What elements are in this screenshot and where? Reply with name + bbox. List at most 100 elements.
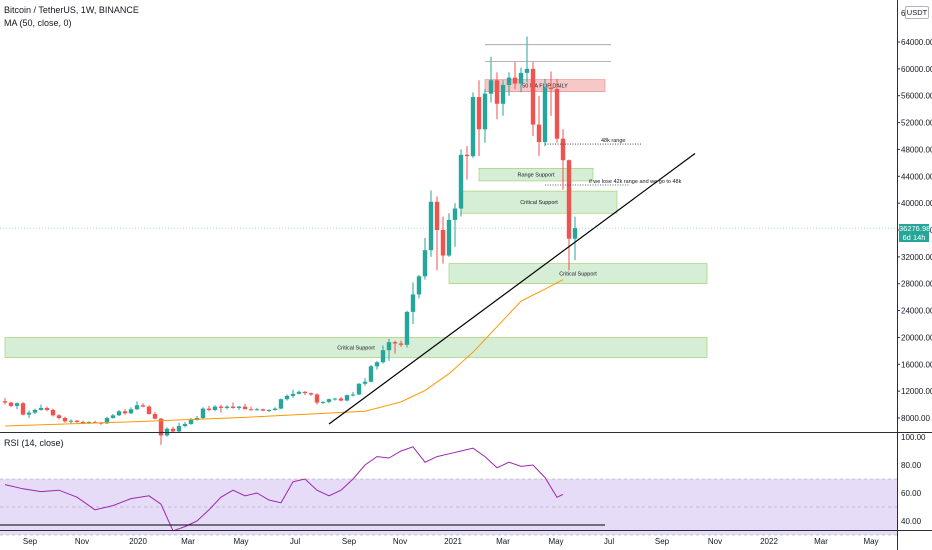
- candle-body[interactable]: [104, 418, 110, 424]
- candle-body[interactable]: [506, 77, 512, 85]
- candle-body[interactable]: [404, 311, 410, 345]
- candle-body[interactable]: [212, 406, 218, 410]
- candle-body[interactable]: [542, 87, 548, 143]
- candle-body[interactable]: [206, 408, 212, 410]
- candle-body[interactable]: [302, 391, 308, 394]
- candle-body[interactable]: [224, 406, 230, 408]
- candle-body[interactable]: [410, 294, 416, 312]
- candle-body[interactable]: [458, 154, 464, 209]
- candle-body[interactable]: [308, 393, 314, 395]
- candle-body[interactable]: [350, 394, 356, 396]
- candle-body[interactable]: [530, 68, 536, 125]
- candle-body[interactable]: [416, 276, 422, 295]
- candle-body[interactable]: [8, 402, 14, 406]
- ma-legend[interactable]: MA (50, close, 0): [4, 18, 72, 28]
- candle-body[interactable]: [128, 409, 134, 414]
- candle-body[interactable]: [482, 93, 488, 130]
- candle-body[interactable]: [344, 395, 350, 401]
- candle-body[interactable]: [236, 406, 242, 408]
- candle-body[interactable]: [380, 350, 386, 363]
- candle-body[interactable]: [548, 87, 554, 89]
- candle-body[interactable]: [26, 412, 32, 415]
- candle-body[interactable]: [338, 398, 344, 401]
- candle-body[interactable]: [452, 208, 458, 220]
- candle-body[interactable]: [188, 420, 194, 425]
- currency-badge[interactable]: USDT: [905, 6, 929, 19]
- candle-body[interactable]: [68, 420, 74, 422]
- candle-body[interactable]: [80, 422, 86, 424]
- candle-body[interactable]: [170, 428, 176, 432]
- candle-body[interactable]: [134, 405, 140, 410]
- support-zone[interactable]: [4, 337, 708, 358]
- candle-body[interactable]: [560, 138, 566, 161]
- candle-body[interactable]: [218, 406, 224, 408]
- candle-body[interactable]: [470, 97, 476, 157]
- candle-body[interactable]: [290, 393, 296, 396]
- candle-body[interactable]: [200, 408, 206, 418]
- candle-body[interactable]: [566, 160, 572, 239]
- candle-body[interactable]: [158, 418, 164, 436]
- candle-body[interactable]: [536, 124, 542, 143]
- candle-body[interactable]: [314, 394, 320, 403]
- candle-body[interactable]: [182, 424, 188, 427]
- candle-body[interactable]: [500, 84, 506, 104]
- candle-body[interactable]: [146, 406, 152, 414]
- candle-body[interactable]: [74, 420, 80, 423]
- candle-body[interactable]: [368, 366, 374, 382]
- candle-body[interactable]: [434, 201, 440, 230]
- candle-body[interactable]: [122, 411, 128, 414]
- candle-body[interactable]: [284, 395, 290, 400]
- rsi-legend[interactable]: RSI (14, close): [4, 438, 64, 448]
- candle-body[interactable]: [398, 343, 404, 345]
- candle-body[interactable]: [86, 422, 92, 424]
- candle-body[interactable]: [56, 415, 62, 418]
- candle-body[interactable]: [374, 362, 380, 367]
- candle-body[interactable]: [440, 230, 446, 256]
- candle-body[interactable]: [428, 201, 434, 251]
- candle-body[interactable]: [386, 342, 392, 351]
- candle-body[interactable]: [326, 399, 332, 402]
- candle-body[interactable]: [62, 418, 68, 422]
- candle-body[interactable]: [242, 406, 248, 410]
- candle-body[interactable]: [260, 409, 266, 411]
- candle-body[interactable]: [38, 407, 44, 410]
- candle-body[interactable]: [266, 409, 272, 411]
- candle-body[interactable]: [464, 154, 470, 157]
- candle-body[interactable]: [488, 80, 494, 94]
- candle-body[interactable]: [572, 228, 578, 239]
- candle-body[interactable]: [44, 407, 50, 410]
- candle-body[interactable]: [362, 381, 368, 384]
- rsi-line[interactable]: [4, 446, 564, 532]
- candle-body[interactable]: [248, 409, 254, 411]
- candle-body[interactable]: [110, 415, 116, 418]
- candle-body[interactable]: [296, 391, 302, 394]
- candle-body[interactable]: [332, 398, 338, 400]
- candle-body[interactable]: [32, 409, 38, 413]
- support-zone[interactable]: [478, 167, 594, 182]
- candle-body[interactable]: [494, 80, 500, 104]
- candle-body[interactable]: [392, 342, 398, 344]
- candle-body[interactable]: [14, 403, 20, 406]
- symbol-legend[interactable]: Bitcoin / TetherUS, 1W, BINANCE: [4, 5, 139, 15]
- candle-body[interactable]: [140, 405, 146, 407]
- candle-body[interactable]: [20, 403, 26, 415]
- candle-body[interactable]: [524, 68, 530, 73]
- candle-body[interactable]: [272, 408, 278, 410]
- candle-body[interactable]: [518, 72, 524, 84]
- rsi-pane[interactable]: [0, 446, 897, 536]
- candle-body[interactable]: [50, 409, 56, 416]
- candle-body[interactable]: [230, 406, 236, 408]
- support-zone[interactable]: [448, 263, 708, 284]
- candle-body[interactable]: [356, 383, 362, 395]
- candle-body[interactable]: [254, 409, 260, 411]
- candle-body[interactable]: [2, 401, 8, 403]
- candle-body[interactable]: [554, 89, 560, 139]
- candle-body[interactable]: [176, 426, 182, 432]
- candle-body[interactable]: [116, 411, 122, 416]
- candle-body[interactable]: [152, 413, 158, 419]
- candle-body[interactable]: [92, 422, 98, 424]
- trendline[interactable]: [328, 152, 696, 425]
- candle-body[interactable]: [512, 77, 518, 84]
- candle-body[interactable]: [320, 401, 326, 403]
